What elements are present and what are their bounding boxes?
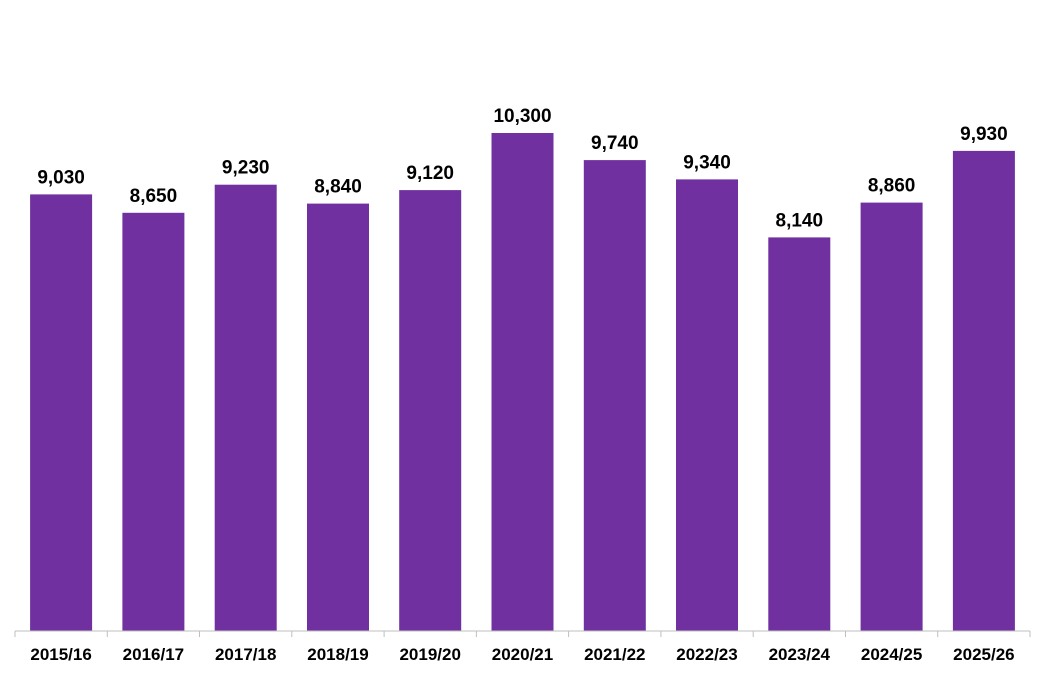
x-tick-label: 2015/16 xyxy=(30,645,91,664)
x-tick-label: 2025/26 xyxy=(953,645,1014,664)
bar-2021-22 xyxy=(583,160,646,631)
value-label: 8,650 xyxy=(130,186,178,207)
x-tick-label: 2017/18 xyxy=(215,645,276,664)
value-labels-layer: 9,030 8,650 9,230 8,840 9,120 10,300 9,740 9,34… xyxy=(37,106,1007,231)
value-label: 9,340 xyxy=(683,152,731,173)
value-label: 10,300 xyxy=(493,106,551,127)
bar-2025-26 xyxy=(952,150,1015,631)
bar-2019-20 xyxy=(399,190,462,631)
bar-2024-25 xyxy=(860,202,923,631)
bar-2023-24 xyxy=(768,237,831,631)
x-tick-label: 2022/23 xyxy=(676,645,737,664)
value-label: 8,860 xyxy=(868,176,916,197)
value-label: 9,740 xyxy=(591,133,639,154)
x-tick-label: 2021/22 xyxy=(584,645,645,664)
bars-layer xyxy=(30,133,1015,632)
bar-2017-18 xyxy=(214,184,277,631)
bar-2020-21 xyxy=(491,133,554,631)
x-tick-label: 2023/24 xyxy=(769,645,831,664)
value-label: 9,030 xyxy=(37,167,85,188)
x-tick-label: 2019/20 xyxy=(399,645,460,664)
bar-2018-19 xyxy=(307,203,369,631)
x-tick-labels-layer: 2015/16 2016/17 2017/18 2018/19 2019/20 2020/… xyxy=(30,645,1014,664)
value-label: 9,930 xyxy=(960,124,1008,145)
x-axis xyxy=(14,630,1031,637)
value-label: 9,120 xyxy=(406,163,454,184)
x-tick-label: 2018/19 xyxy=(307,645,368,664)
x-tick-label: 2020/21 xyxy=(492,645,553,664)
bar-2022-23 xyxy=(676,179,738,631)
value-label: 8,140 xyxy=(776,210,824,231)
bar-2015-16 xyxy=(30,194,93,631)
x-tick-label: 2016/17 xyxy=(123,645,184,664)
value-label: 8,840 xyxy=(314,177,362,198)
x-tick-label: 2024/25 xyxy=(861,645,922,664)
bar-2016-17 xyxy=(122,212,185,632)
value-label: 9,230 xyxy=(222,158,270,179)
